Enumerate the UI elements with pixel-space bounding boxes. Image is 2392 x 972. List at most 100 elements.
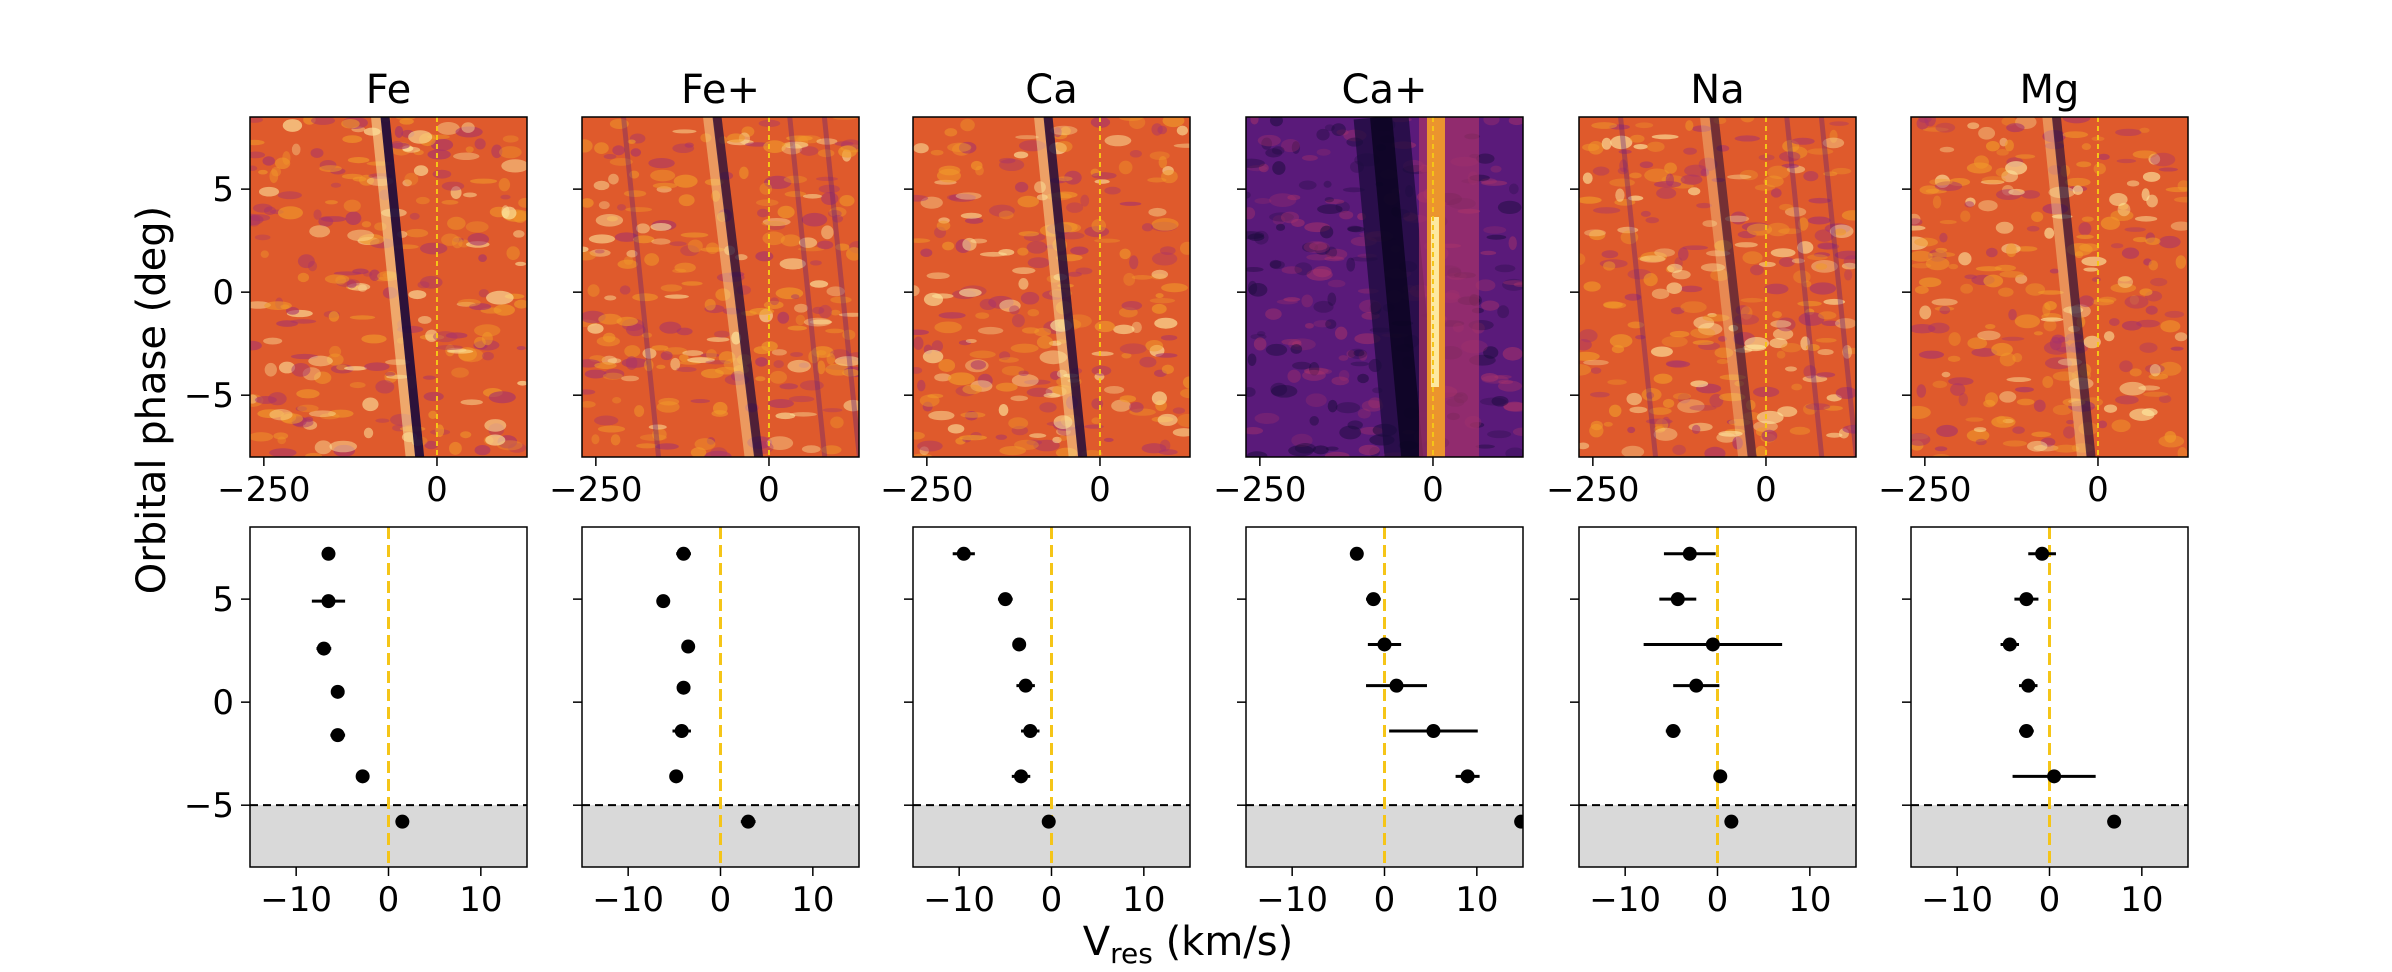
scatter-Mg-xtick-label: −10 bbox=[1921, 880, 1993, 920]
heatmap-noise bbox=[830, 296, 852, 304]
heatmap-noise bbox=[652, 182, 678, 189]
heatmap-noise bbox=[282, 151, 291, 165]
data-points bbox=[311, 546, 410, 829]
heatmap-noise bbox=[326, 353, 344, 366]
heatmap-noise bbox=[913, 453, 933, 457]
heatmap-noise bbox=[291, 362, 311, 377]
heatmap-noise bbox=[415, 196, 430, 205]
heatmap-noise bbox=[1481, 300, 1500, 311]
heatmap-noise bbox=[328, 409, 354, 418]
heatmap-noise bbox=[1121, 301, 1143, 311]
heatmap-noise bbox=[1834, 250, 1856, 260]
heatmap-noise bbox=[1841, 210, 1856, 221]
heatmap-noise bbox=[375, 380, 395, 394]
heatmap-panel-Ca: −250 0 Ca bbox=[880, 67, 1191, 510]
heatmap-noise bbox=[687, 357, 715, 363]
heatmap-noise bbox=[1014, 181, 1029, 193]
heatmap-noise bbox=[2040, 437, 2056, 447]
heatmap-noise bbox=[1298, 180, 1317, 190]
heatmap-noise bbox=[1635, 122, 1654, 129]
heatmap-noise bbox=[802, 194, 823, 199]
heatmap-noise bbox=[2076, 161, 2092, 168]
heatmap-noise bbox=[1131, 274, 1153, 280]
heatmap-noise bbox=[928, 410, 955, 421]
heatmap-noise bbox=[1129, 149, 1142, 158]
heatmap-noise bbox=[629, 170, 640, 179]
heatmap-noise bbox=[1246, 266, 1264, 273]
heatmap-noise bbox=[1914, 237, 1938, 247]
data-point bbox=[321, 594, 336, 609]
heatmap-noise bbox=[1791, 137, 1815, 145]
heatmap-noise bbox=[1829, 129, 1838, 143]
heatmap-noise bbox=[1683, 147, 1697, 155]
heatmap-noise bbox=[363, 427, 374, 439]
heatmap-noise bbox=[1932, 380, 1948, 389]
data-point bbox=[956, 546, 971, 561]
heatmap-absorption-trail bbox=[2051, 117, 2096, 457]
heatmap-noise bbox=[988, 204, 1015, 217]
heatmap-noise bbox=[1342, 187, 1365, 193]
heatmap-noise bbox=[1939, 220, 1957, 225]
heatmap-noise bbox=[2148, 260, 2159, 271]
heatmap-noise bbox=[280, 304, 290, 310]
heatmap-noise bbox=[427, 134, 450, 140]
heatmap-noise bbox=[1823, 405, 1843, 411]
heatmap-noise bbox=[639, 434, 668, 441]
heatmap-noise bbox=[964, 410, 979, 421]
heatmap-noise bbox=[651, 345, 669, 351]
heatmap-noise bbox=[1271, 384, 1298, 398]
heatmap-noise bbox=[1247, 353, 1257, 366]
scatter-Fe-ytick-label: 0 bbox=[212, 683, 234, 723]
heatmap-noise bbox=[1754, 184, 1776, 191]
heatmap-noise bbox=[2081, 256, 2107, 267]
heatmap-noise bbox=[1603, 261, 1616, 271]
heatmap-noise bbox=[1911, 405, 1931, 419]
heatmap-noise bbox=[619, 285, 631, 295]
heatmap-noise bbox=[794, 303, 809, 313]
heatmap-noise bbox=[1791, 258, 1805, 264]
panel-title: Ca+ bbox=[1342, 67, 1428, 113]
heatmap-noise bbox=[1932, 453, 1950, 457]
heatmap-noise bbox=[634, 405, 645, 417]
heatmap-noise bbox=[451, 367, 469, 378]
heatmap-panel-Ca+: −250 0 Ca+ bbox=[1213, 67, 1524, 510]
heatmap-noise bbox=[1821, 320, 1840, 327]
heatmap-noise bbox=[594, 415, 619, 426]
heatmap-noise bbox=[962, 384, 982, 395]
heatmap-noise bbox=[258, 169, 268, 175]
heatmap-noise bbox=[2177, 446, 2188, 457]
heatmap-noise bbox=[391, 142, 410, 150]
heatmap-noise bbox=[817, 360, 826, 375]
heatmap-noise bbox=[2097, 420, 2108, 429]
heatmap-noise bbox=[1141, 223, 1154, 232]
heatmap-Na-xtick-label: −250 bbox=[1546, 470, 1639, 510]
heatmap-noise bbox=[676, 327, 693, 336]
heatmap-Fe-xtick-label: 0 bbox=[426, 470, 448, 510]
heatmap-noise bbox=[469, 303, 492, 311]
heatmap-noise bbox=[1582, 172, 1593, 184]
heatmap-noise bbox=[1700, 168, 1710, 177]
heatmap-noise bbox=[1610, 135, 1633, 150]
heatmap-noise bbox=[809, 319, 833, 325]
heatmap-noise bbox=[307, 260, 318, 272]
heatmap-noise bbox=[839, 195, 855, 207]
heatmap-noise bbox=[739, 166, 749, 180]
heatmap-noise bbox=[1975, 438, 1987, 446]
heatmap-noise bbox=[1290, 344, 1303, 354]
heatmap-panel-Fe+: −250 0 Fe+ bbox=[549, 67, 860, 510]
heatmap-noise bbox=[1843, 347, 1856, 355]
heatmap-noise bbox=[417, 281, 430, 289]
heatmap-noise bbox=[1666, 360, 1691, 368]
heatmap-noise bbox=[1781, 163, 1799, 169]
heatmap-noise bbox=[2072, 185, 2084, 196]
heatmap-noise bbox=[1582, 143, 1600, 152]
heatmap-noise bbox=[1513, 282, 1523, 287]
heatmap-noise bbox=[2079, 243, 2100, 252]
heatmap-noise bbox=[1834, 318, 1856, 329]
heatmap-panel-Na: −250 0 Na bbox=[1546, 67, 1857, 510]
heatmap-noise bbox=[428, 410, 438, 419]
heatmap-noise bbox=[457, 298, 481, 307]
heatmap-noise bbox=[2063, 426, 2076, 439]
heatmap-noise bbox=[2062, 131, 2089, 138]
heatmap-noise bbox=[1157, 413, 1178, 426]
